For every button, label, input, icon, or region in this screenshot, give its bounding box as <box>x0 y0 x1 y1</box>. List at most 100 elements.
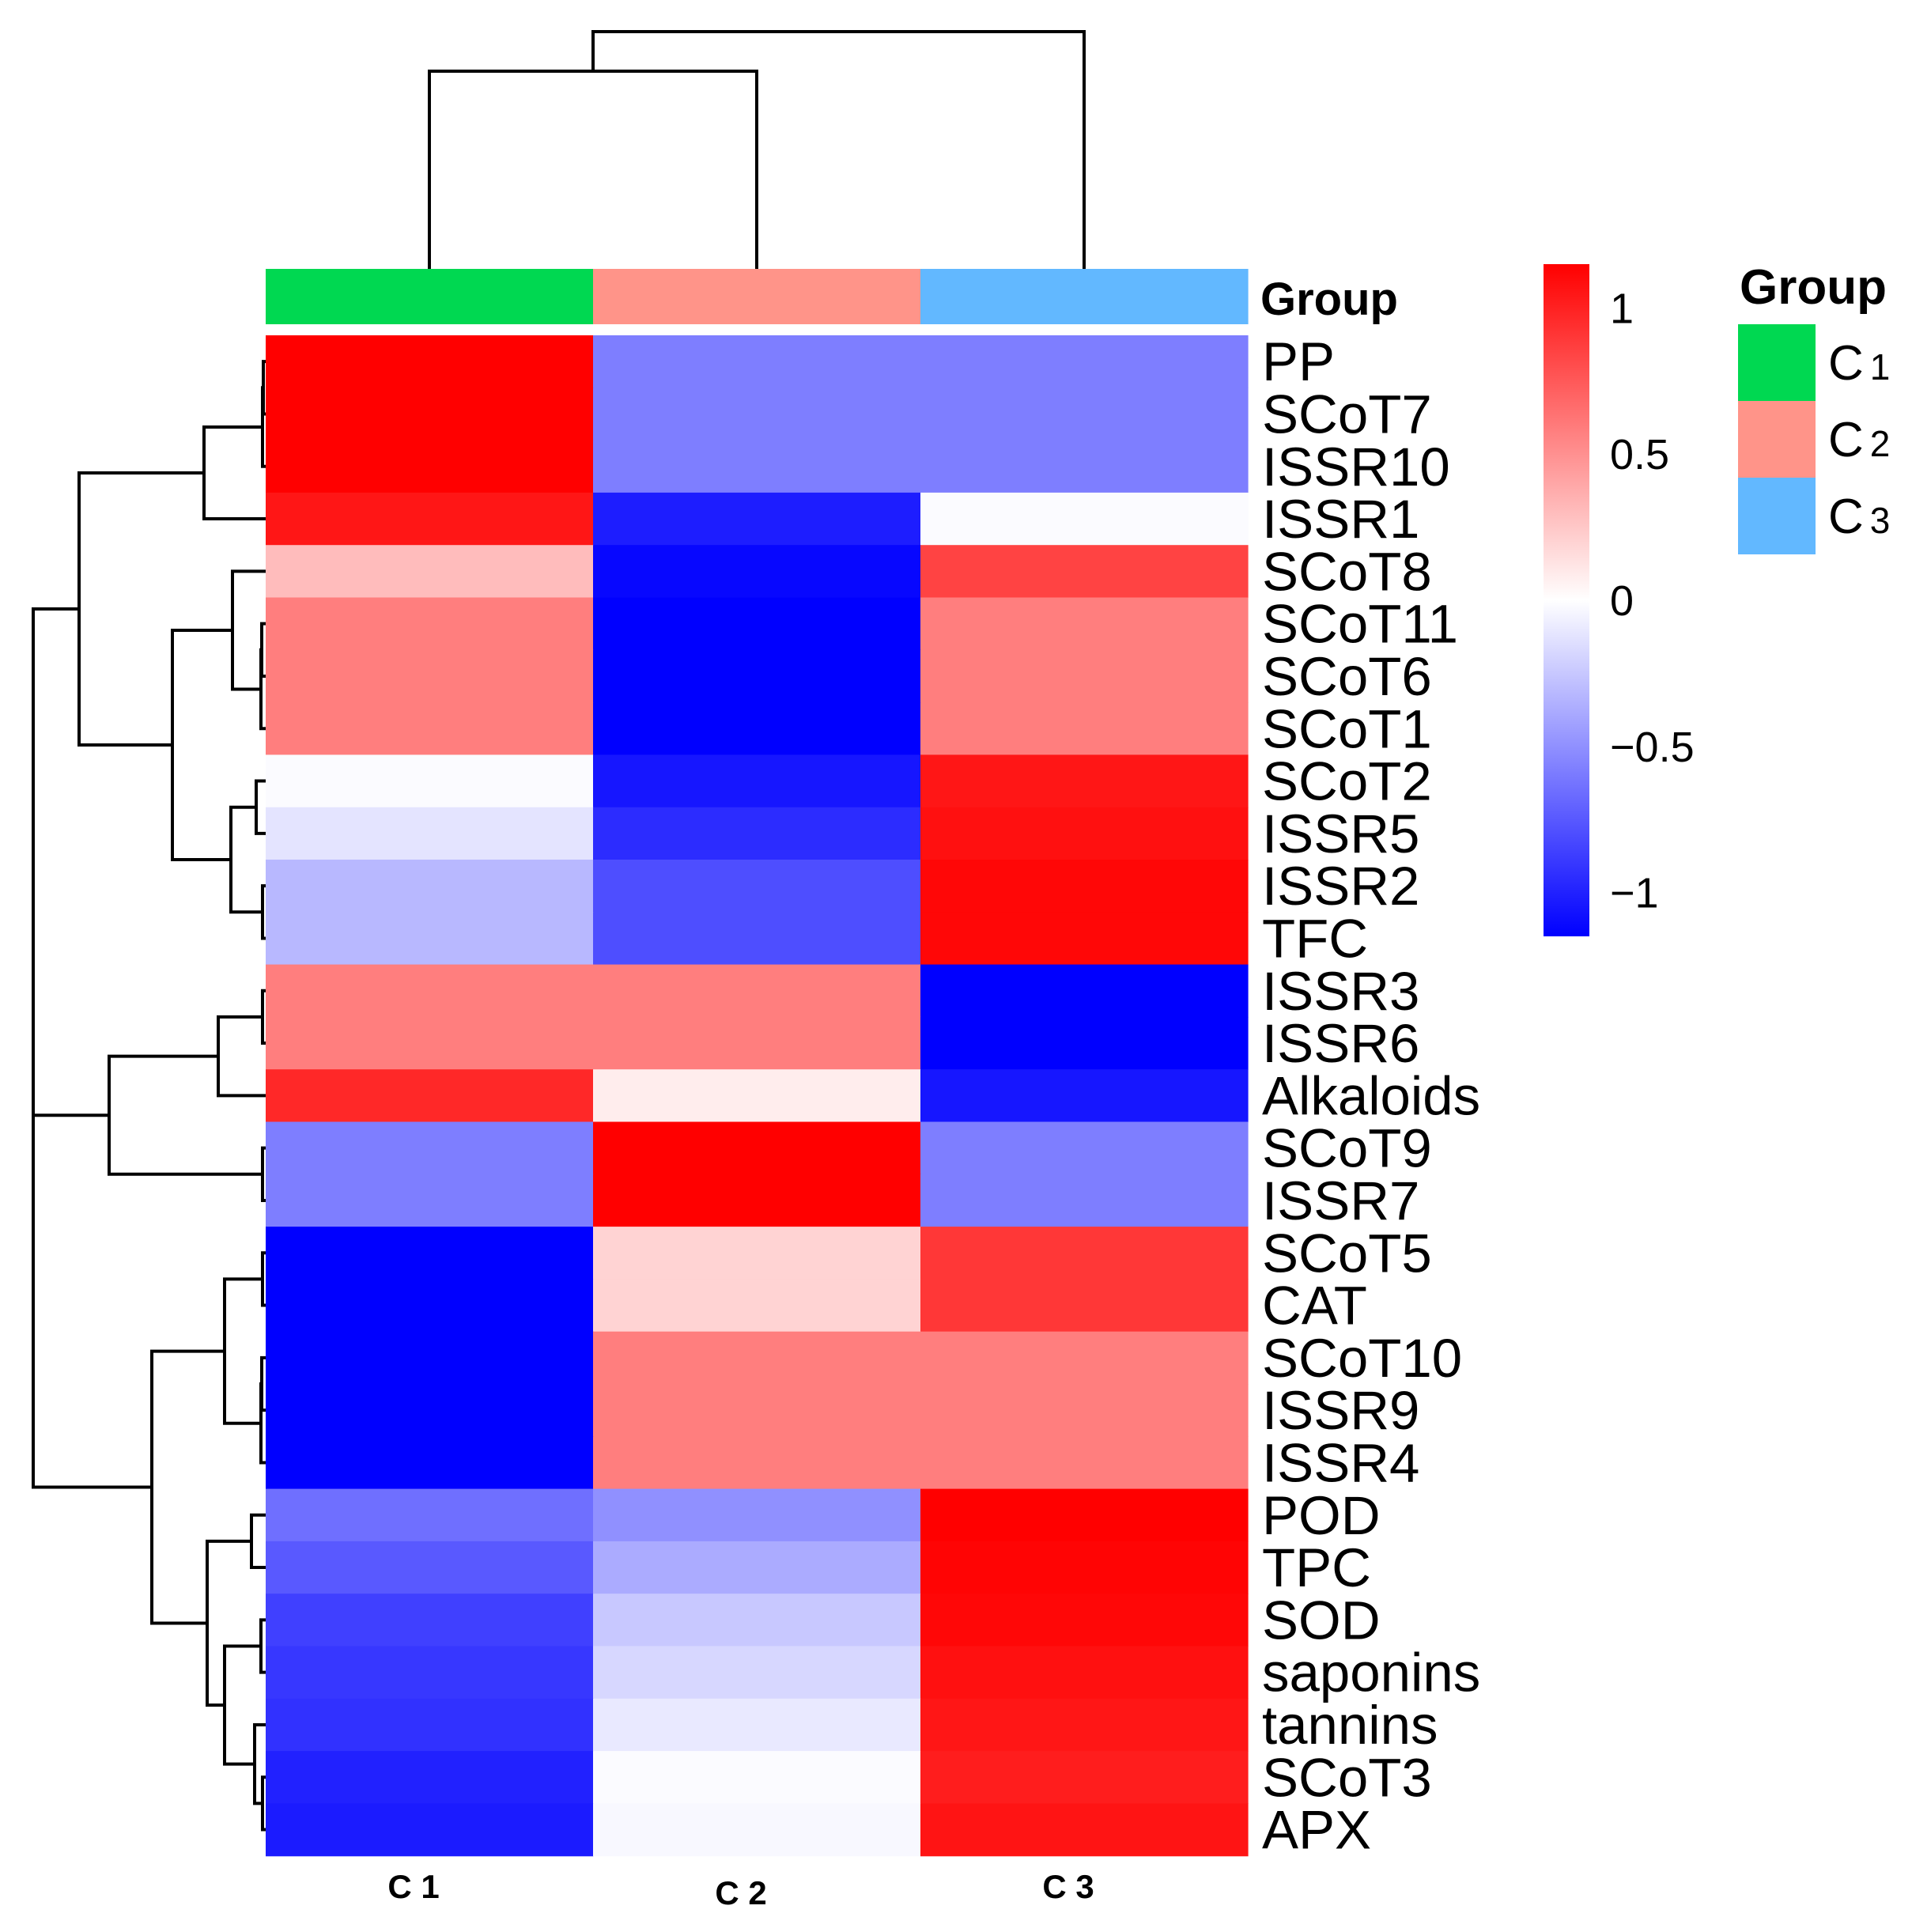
heatmap-cell-ISSR10-3 <box>920 440 1249 493</box>
heatmap-cell-tannins-1 <box>266 1698 594 1752</box>
heatmap-cell-ISSR5-3 <box>920 807 1249 860</box>
heatmap-cell-SCoT10-2 <box>593 1331 921 1385</box>
column-dendrogram-branch-1 <box>428 70 758 269</box>
heatmap-cell-SCoT9-2 <box>593 1121 921 1175</box>
row-label: CAT <box>1262 1276 1367 1337</box>
heatmap-cell-SCoT3-2 <box>593 1751 921 1804</box>
row-label: ISSR6 <box>1262 1013 1419 1074</box>
heatmap-cell-SCoT2-1 <box>266 754 594 808</box>
group-bar-C3 <box>920 269 1249 324</box>
row-dendrogram-branch-28 <box>32 607 79 1302</box>
legend-swatch-C1 <box>1738 324 1816 401</box>
heatmap-cell-SCoT2-3 <box>920 754 1249 808</box>
heatmap-cell-SOD-2 <box>593 1594 921 1647</box>
heatmap-cell-Alkaloids-3 <box>920 1069 1249 1123</box>
row-label: SCoT11 <box>1262 594 1458 655</box>
column-labels: C 1 C 2 C 3 <box>387 1868 1094 1911</box>
heatmap-cell-TPC-1 <box>266 1541 594 1594</box>
legend-label-num: 2 <box>1870 423 1891 464</box>
row-label: SCoT1 <box>1262 698 1432 759</box>
legend-swatch-C3 <box>1738 478 1816 554</box>
legend-label-name: C <box>1828 336 1864 391</box>
heatmap-cell-SCoT7-3 <box>920 388 1249 441</box>
heatmap-cell-ISSR1-3 <box>920 492 1249 546</box>
heatmap-cell-ISSR4-3 <box>920 1436 1249 1490</box>
row-dendrogram-branch-8 <box>261 884 266 940</box>
heatmap-cell-SCoT8-1 <box>266 545 594 599</box>
group-bar-C2 <box>593 269 921 324</box>
row-dendrogram-branch-16 <box>261 1251 266 1307</box>
heatmap-cell-ISSR7-1 <box>266 1174 594 1227</box>
heatmap-cell-ISSR10-1 <box>266 440 594 493</box>
row-label: APX <box>1262 1800 1371 1861</box>
row-label: SCoT6 <box>1262 646 1432 707</box>
row-label: SCoT8 <box>1262 541 1432 602</box>
heatmap-cell-POD-2 <box>593 1488 921 1542</box>
heatmap-cell-SCoT8-3 <box>920 545 1249 599</box>
row-dendrogram-branch-21 <box>259 1618 266 1674</box>
heatmap-cell-POD-3 <box>920 1488 1249 1542</box>
heatmap-cell-SCoT11-2 <box>593 597 921 651</box>
heatmap-cell-ISSR3-2 <box>593 964 921 1018</box>
row-label: SCoT5 <box>1262 1223 1432 1284</box>
heatmap-cell-SCoT9-1 <box>266 1121 594 1175</box>
column-dendrogram <box>428 30 1086 269</box>
heatmap-cell-SCoT1-1 <box>266 702 594 755</box>
heatmap-cell-PP-1 <box>266 335 594 388</box>
heatmap-cell-APX-1 <box>266 1803 594 1857</box>
row-dendrogram-branch-13 <box>217 1015 266 1098</box>
row-dendrogram-branch-27 <box>32 1113 152 1489</box>
row-labels: PPSCoT7ISSR10ISSR1SCoT8SCoT11SCoT6SCoT1S… <box>1262 331 1480 1860</box>
row-label: ISSR2 <box>1262 856 1419 917</box>
row-label: PP <box>1262 331 1335 392</box>
row-label: ISSR7 <box>1262 1170 1419 1231</box>
row-dendrogram-branch-3 <box>202 425 266 521</box>
heatmap-cell-SCoT10-3 <box>920 1331 1249 1385</box>
heatmap-cell-SCoT10-1 <box>266 1331 594 1385</box>
heatmap-cell-SCoT1-3 <box>920 702 1249 755</box>
heatmap-cell-ISSR9-2 <box>593 1384 921 1437</box>
row-label: ISSR1 <box>1262 489 1419 550</box>
heatmap-cell-ISSR1-2 <box>593 492 921 546</box>
row-dendrogram-branch-11 <box>77 471 204 747</box>
colorbar-tick-label: −0.5 <box>1610 724 1695 771</box>
heatmap-cell-ISSR2-2 <box>593 860 921 913</box>
colorbar-tick-label: 1 <box>1610 285 1634 332</box>
heatmap-cell-SCoT6-2 <box>593 649 921 703</box>
heatmap-cell-APX-2 <box>593 1803 921 1857</box>
colorbar: 1 0.5 0 −0.5 −1 <box>1544 264 1695 936</box>
heatmap-cell-ISSR9-3 <box>920 1384 1249 1437</box>
column-label: C 3 <box>1042 1868 1094 1905</box>
column-label: C 1 <box>387 1868 439 1905</box>
row-dendrogram-branch-10 <box>171 628 232 861</box>
heatmap-cell-TFC-1 <box>266 912 594 966</box>
heatmap-cell-saponins-2 <box>593 1646 921 1699</box>
row-dendrogram-branch-14 <box>261 1146 266 1202</box>
heatmap-cell-Alkaloids-2 <box>593 1069 921 1123</box>
legend-swatch-C2 <box>1738 401 1816 478</box>
row-label: ISSR3 <box>1262 961 1419 1022</box>
heatmap-cell-SCoT11-3 <box>920 597 1249 651</box>
heatmap-cell-SCoT6-3 <box>920 649 1249 703</box>
row-label: TPC <box>1262 1537 1371 1598</box>
colorbar-tick-label: 0.5 <box>1610 431 1669 478</box>
row-label: ISSR4 <box>1262 1432 1419 1493</box>
heatmap-cell-SOD-1 <box>266 1594 594 1647</box>
row-label: TFC <box>1262 908 1368 969</box>
heatmap-cell-PP-2 <box>593 335 921 388</box>
heatmap-cell-SCoT3-3 <box>920 1751 1249 1804</box>
heatmap-cell-TPC-2 <box>593 1541 921 1594</box>
heatmap-cell-ISSR4-2 <box>593 1436 921 1490</box>
group-annotation-label: Group <box>1260 274 1398 325</box>
heatmap-cell-CAT-2 <box>593 1279 921 1333</box>
heatmap-cell-Alkaloids-1 <box>266 1069 594 1123</box>
group-legend: Group C 1C 2C 3 <box>1738 260 1890 554</box>
row-label: SCoT3 <box>1262 1747 1432 1808</box>
column-label: C 2 <box>715 1874 766 1911</box>
row-label: Alkaloids <box>1262 1065 1480 1126</box>
heatmap-cell-CAT-3 <box>920 1279 1249 1333</box>
heatmap-cell-ISSR2-1 <box>266 860 594 913</box>
heatmap-cell-SCoT11-1 <box>266 597 594 651</box>
